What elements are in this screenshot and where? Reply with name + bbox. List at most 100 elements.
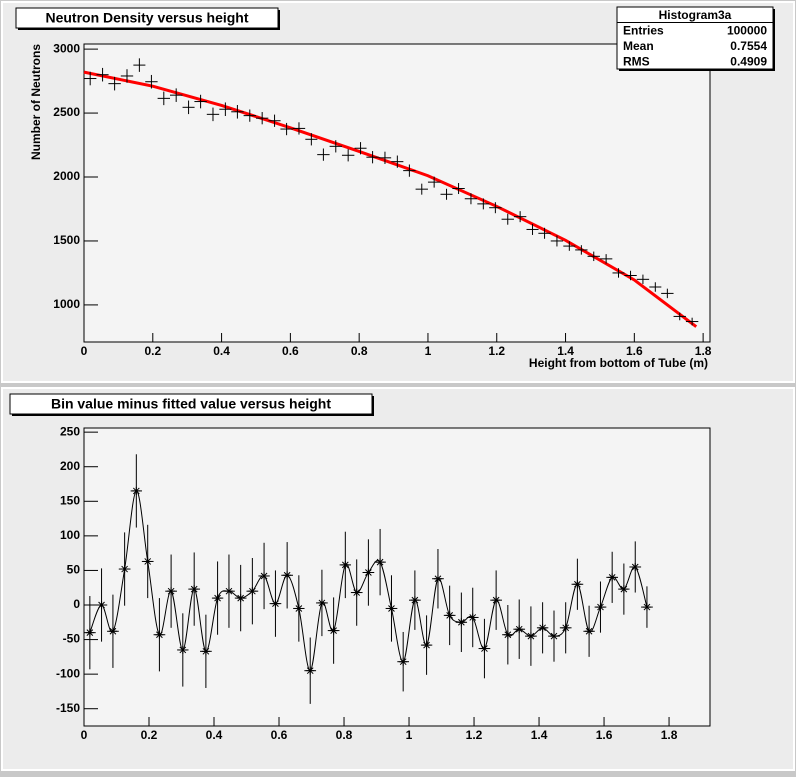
stats-value: 0.4909 xyxy=(730,54,767,68)
x-tick-label: 0.6 xyxy=(282,344,299,358)
stats-label: Mean xyxy=(623,39,654,53)
x-tick-label: 0.8 xyxy=(336,728,353,742)
marker xyxy=(549,632,558,641)
marker xyxy=(526,632,535,641)
stats-value: 0.7554 xyxy=(730,39,767,53)
y-tick-label: 50 xyxy=(67,563,81,577)
plot-frame xyxy=(83,43,711,343)
marker xyxy=(445,611,454,620)
marker xyxy=(410,596,419,605)
y-tick-label: -100 xyxy=(56,666,80,680)
x-tick-label: 1.4 xyxy=(557,344,574,358)
y-tick-label: 1500 xyxy=(53,233,80,247)
x-tick-label: 0.6 xyxy=(271,728,288,742)
y-tick-label: -50 xyxy=(63,632,81,646)
x-tick-label: 0.2 xyxy=(141,728,158,742)
x-tick-label: 1 xyxy=(406,728,413,742)
marker xyxy=(213,594,222,603)
x-tick-label: 0.4 xyxy=(213,344,230,358)
marker xyxy=(619,585,628,594)
x-tick-label: 1.4 xyxy=(531,728,548,742)
chart-title: Neutron Density versus height xyxy=(45,10,248,26)
marker xyxy=(538,623,547,632)
marker xyxy=(143,557,152,566)
marker xyxy=(376,558,385,567)
marker xyxy=(236,594,245,603)
x-axis-label: Height from bottom of Tube (m) xyxy=(529,356,708,370)
marker xyxy=(468,613,477,622)
marker xyxy=(422,641,431,650)
x-tick-label: 1 xyxy=(425,344,432,358)
y-tick-label: 100 xyxy=(60,528,80,542)
marker xyxy=(480,644,489,653)
marker xyxy=(631,562,640,571)
fit-curve xyxy=(83,70,698,328)
chart-title: Bin value minus fitted value versus heig… xyxy=(51,396,331,412)
marker xyxy=(585,627,594,636)
x-tick-label: 0.4 xyxy=(206,728,223,742)
marker xyxy=(271,599,280,608)
x-tick-label: 1.2 xyxy=(488,344,505,358)
x-tick-label: 0 xyxy=(81,344,88,358)
y-tick-label: 2500 xyxy=(53,105,80,119)
stats-label: Entries xyxy=(623,23,664,37)
marker xyxy=(294,604,303,613)
title-box xyxy=(15,7,279,29)
marker xyxy=(329,626,338,635)
marker xyxy=(364,568,373,577)
y-tick-label: 150 xyxy=(60,493,80,507)
marker xyxy=(283,571,292,580)
marker xyxy=(120,565,129,574)
marker xyxy=(167,587,176,596)
y-tick-label: 250 xyxy=(60,424,80,438)
marker xyxy=(85,628,94,637)
marker xyxy=(573,580,582,589)
y-tick-label: -150 xyxy=(56,701,80,715)
marker xyxy=(515,625,524,634)
marker xyxy=(561,623,570,632)
marker xyxy=(97,601,106,610)
marker xyxy=(596,603,605,612)
stats-title: Histogram3a xyxy=(659,8,732,22)
marker xyxy=(132,486,141,495)
y-tick-label: 1000 xyxy=(53,297,80,311)
marker xyxy=(503,630,512,639)
x-tick-label: 1.6 xyxy=(626,344,643,358)
x-tick-label: 1.2 xyxy=(466,728,483,742)
marker xyxy=(260,571,269,580)
x-tick-label: 1.6 xyxy=(596,728,613,742)
marker xyxy=(178,645,187,654)
y-tick-label: 0 xyxy=(73,597,80,611)
marker xyxy=(108,627,117,636)
marker xyxy=(352,588,361,597)
title-box xyxy=(9,393,373,415)
x-tick-label: 1.8 xyxy=(695,344,712,358)
marker xyxy=(433,574,442,583)
x-tick-label: 0.8 xyxy=(351,344,368,358)
marker xyxy=(387,604,396,613)
marker xyxy=(201,647,210,656)
marker xyxy=(155,630,164,639)
marker xyxy=(306,666,315,675)
marker xyxy=(492,596,501,605)
x-tick-label: 0 xyxy=(81,728,88,742)
y-tick-label: 2000 xyxy=(53,169,80,183)
marker xyxy=(248,587,257,596)
x-tick-label: 0.2 xyxy=(144,344,161,358)
marker xyxy=(317,598,326,607)
marker xyxy=(224,587,233,596)
x-tick-label: 1.8 xyxy=(661,728,678,742)
marker xyxy=(608,573,617,582)
stats-box xyxy=(616,6,774,70)
marker xyxy=(457,618,466,627)
marker xyxy=(399,657,408,666)
y-tick-label: 3000 xyxy=(53,41,80,55)
marker xyxy=(190,585,199,594)
y-tick-label: 200 xyxy=(60,459,80,473)
plot-frame xyxy=(83,427,711,727)
marker xyxy=(642,603,651,612)
marker xyxy=(341,560,350,569)
stats-label: RMS xyxy=(623,54,650,68)
